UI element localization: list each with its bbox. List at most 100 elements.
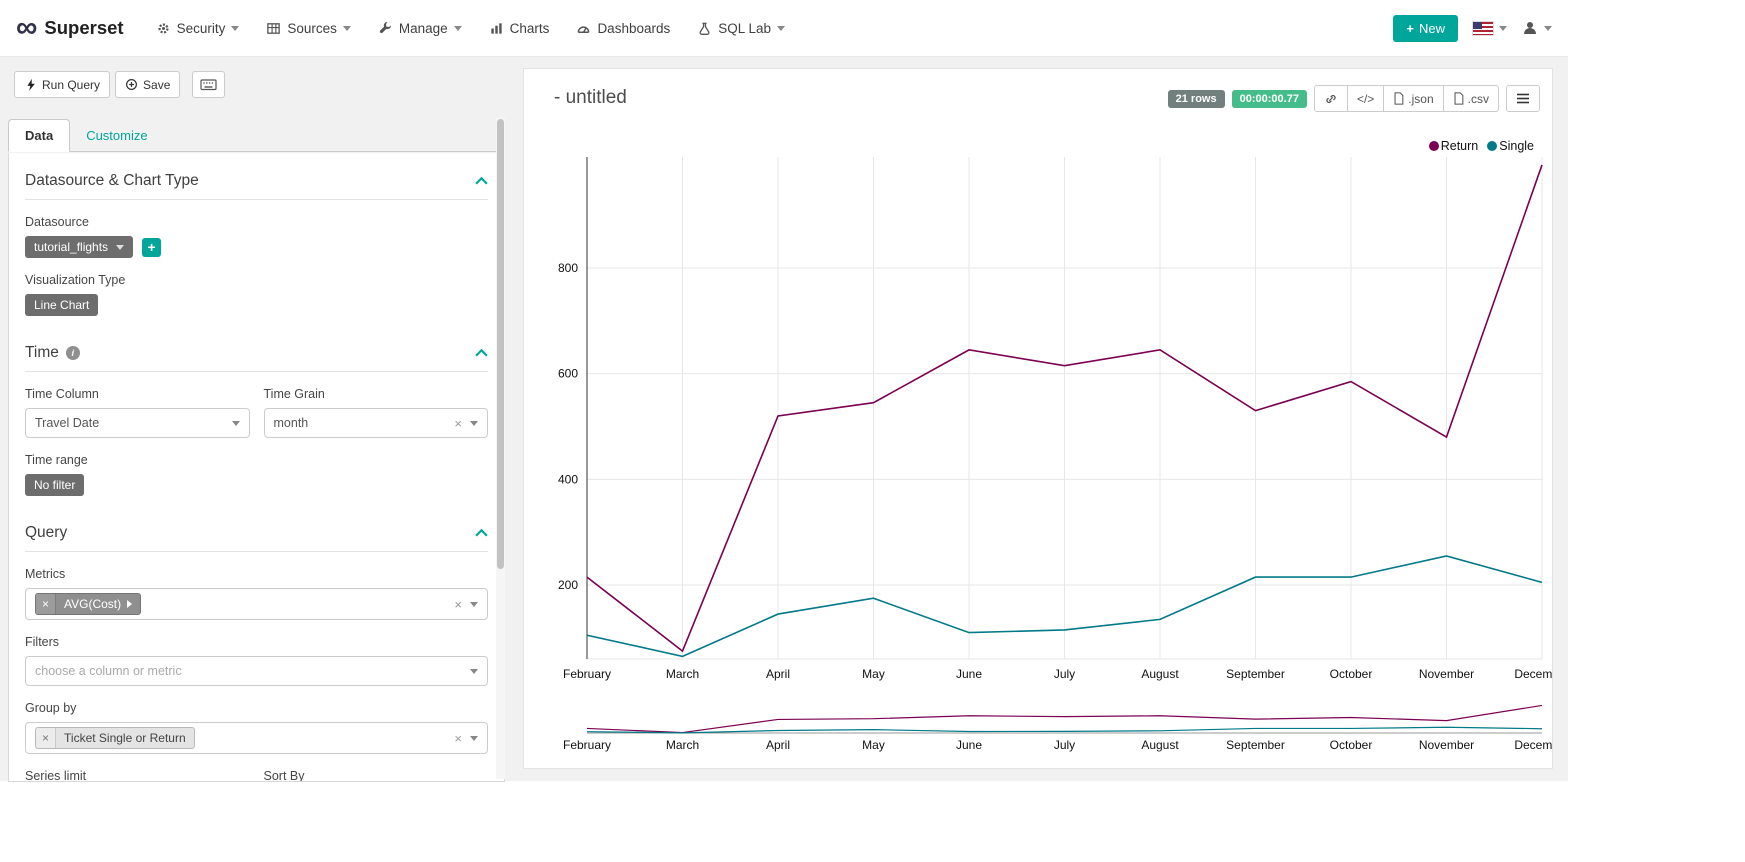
time-range-value: No filter	[34, 478, 76, 492]
tab-data[interactable]: Data	[8, 119, 71, 152]
svg-text:February: February	[563, 738, 611, 752]
svg-text:May: May	[862, 667, 885, 681]
metric-pill[interactable]: × AVG(Cost)	[35, 593, 142, 615]
legend-item-single[interactable]: Single	[1487, 139, 1534, 153]
svg-text:September: September	[1226, 738, 1285, 752]
export-json-button[interactable]: .json	[1383, 85, 1444, 112]
menu-icon	[1517, 93, 1529, 104]
sort-by-label: Sort By	[263, 769, 305, 782]
filters-label: Filters	[25, 635, 60, 649]
group-by-value: Ticket Single or Return	[64, 731, 186, 745]
svg-text:October: October	[1330, 738, 1373, 752]
time-range-control: Time range No filter	[25, 453, 488, 496]
svg-text:March: March	[666, 738, 699, 752]
tab-customize[interactable]: Customize	[86, 128, 148, 143]
caret-right-icon	[127, 600, 133, 608]
svg-text:March: March	[666, 667, 699, 681]
time-range-select[interactable]: No filter	[25, 474, 85, 496]
export-json-label: .json	[1408, 91, 1434, 106]
nav-item-sources[interactable]: Sources	[266, 21, 351, 36]
panel-scrollbar[interactable]	[496, 117, 505, 779]
chart-title[interactable]: - untitled	[554, 87, 627, 108]
export-csv-label: .csv	[1467, 91, 1489, 106]
svg-text:December: December	[1514, 738, 1553, 752]
close-icon[interactable]: ×	[454, 415, 462, 431]
info-icon[interactable]: i	[65, 346, 80, 360]
viz-type-label: Visualization Type	[25, 273, 126, 287]
short-link-button[interactable]	[1313, 85, 1348, 112]
us-flag-icon	[1472, 20, 1494, 36]
run-query-button[interactable]: Run Query	[14, 71, 111, 98]
close-icon[interactable]: ×	[36, 728, 57, 748]
chevron-down-icon	[777, 25, 786, 31]
save-button[interactable]: Save	[115, 71, 181, 98]
svg-text:July: July	[1054, 667, 1075, 681]
series-limit-label: Series limit	[25, 769, 87, 782]
section-time: Time i Time Column Travel Date Time Grai…	[25, 316, 488, 496]
svg-text:September: September	[1226, 667, 1285, 681]
chevron-down-icon	[470, 668, 478, 674]
chevron-down-icon	[231, 25, 240, 31]
user-menu[interactable]	[1522, 20, 1552, 36]
nav-item-security[interactable]: Security	[156, 21, 240, 36]
keyboard-shortcuts-button[interactable]	[192, 71, 226, 98]
group-by-label: Group by	[25, 701, 77, 715]
plus-icon: +	[1406, 20, 1414, 36]
datasource-label: Datasource	[25, 215, 89, 229]
navbar-right: + New	[1393, 14, 1552, 42]
svg-text:600: 600	[558, 367, 578, 381]
group-by-select[interactable]: × Ticket Single or Return ×	[25, 722, 488, 754]
close-icon[interactable]: ×	[454, 596, 462, 612]
svg-text:October: October	[1330, 667, 1373, 681]
chevron-down-icon	[453, 25, 462, 31]
legend-item-return[interactable]: Return	[1428, 139, 1478, 153]
svg-text:April: April	[766, 738, 790, 752]
time-grain-select[interactable]: month ×	[263, 408, 488, 438]
new-button[interactable]: + New	[1393, 14, 1458, 42]
chevron-down-icon	[1544, 25, 1552, 31]
nav-item-dashboards[interactable]: Dashboards	[576, 21, 670, 36]
nav-item-label: Dashboards	[597, 20, 671, 36]
filters-select[interactable]: choose a column or metric	[25, 656, 488, 686]
superset-infinity-icon: ∞	[16, 11, 38, 44]
chevron-up-icon[interactable]	[475, 349, 488, 357]
group-by-pill[interactable]: × Ticket Single or Return	[35, 727, 195, 749]
nav-item-label: Security	[176, 20, 226, 36]
chevron-down-icon	[470, 735, 478, 741]
export-csv-button[interactable]: .csv	[1442, 85, 1499, 112]
viz-type-select[interactable]: Line Chart	[25, 294, 99, 316]
time-grain-label: Time Grain	[263, 387, 325, 401]
file-icon	[1454, 92, 1464, 105]
row-count-badge: 21 rows	[1167, 89, 1225, 108]
save-label: Save	[143, 77, 171, 92]
svg-text:June: June	[956, 738, 982, 752]
table-icon	[267, 22, 281, 34]
viz-type-control: Visualization Type Line Chart	[25, 273, 488, 316]
close-icon[interactable]: ×	[36, 594, 57, 614]
chevron-up-icon[interactable]	[475, 529, 488, 537]
close-icon[interactable]: ×	[454, 730, 462, 746]
nav-item-sql-lab[interactable]: SQL Lab	[697, 21, 786, 36]
superset-logo[interactable]: ∞ Superset	[16, 11, 124, 44]
embed-code-button[interactable]: </>	[1346, 85, 1385, 112]
datasource-value: tutorial_flights	[34, 240, 109, 254]
line-chart[interactable]: 200 400 600 800 February March April May June Jul…	[524, 151, 1553, 696]
datasource-select[interactable]: tutorial_flights	[25, 236, 134, 258]
language-picker[interactable]	[1472, 20, 1507, 36]
query-toolbar: Run Query Save	[14, 71, 226, 98]
scrollbar-thumb[interactable]	[497, 119, 504, 569]
time-column-select[interactable]: Travel Date	[25, 408, 250, 438]
metrics-select[interactable]: × AVG(Cost) ×	[25, 588, 488, 620]
chart-menu-button[interactable]	[1506, 85, 1540, 112]
chevron-down-icon	[116, 244, 125, 250]
control-tabs: Data Customize	[8, 119, 505, 152]
time-range-brush-chart[interactable]: February March April May June July August Septe…	[524, 697, 1553, 767]
file-icon	[1394, 92, 1404, 105]
nav-item-manage[interactable]: Manage	[378, 21, 462, 36]
nav-item-charts[interactable]: Charts	[489, 21, 549, 36]
time-range-label: Time range	[25, 453, 88, 467]
chevron-up-icon[interactable]	[475, 177, 488, 185]
add-datasource-button[interactable]: +	[142, 237, 162, 257]
svg-text:August: August	[1141, 667, 1179, 681]
control-panel: Datasource & Chart Type Datasource tutor…	[8, 153, 505, 782]
